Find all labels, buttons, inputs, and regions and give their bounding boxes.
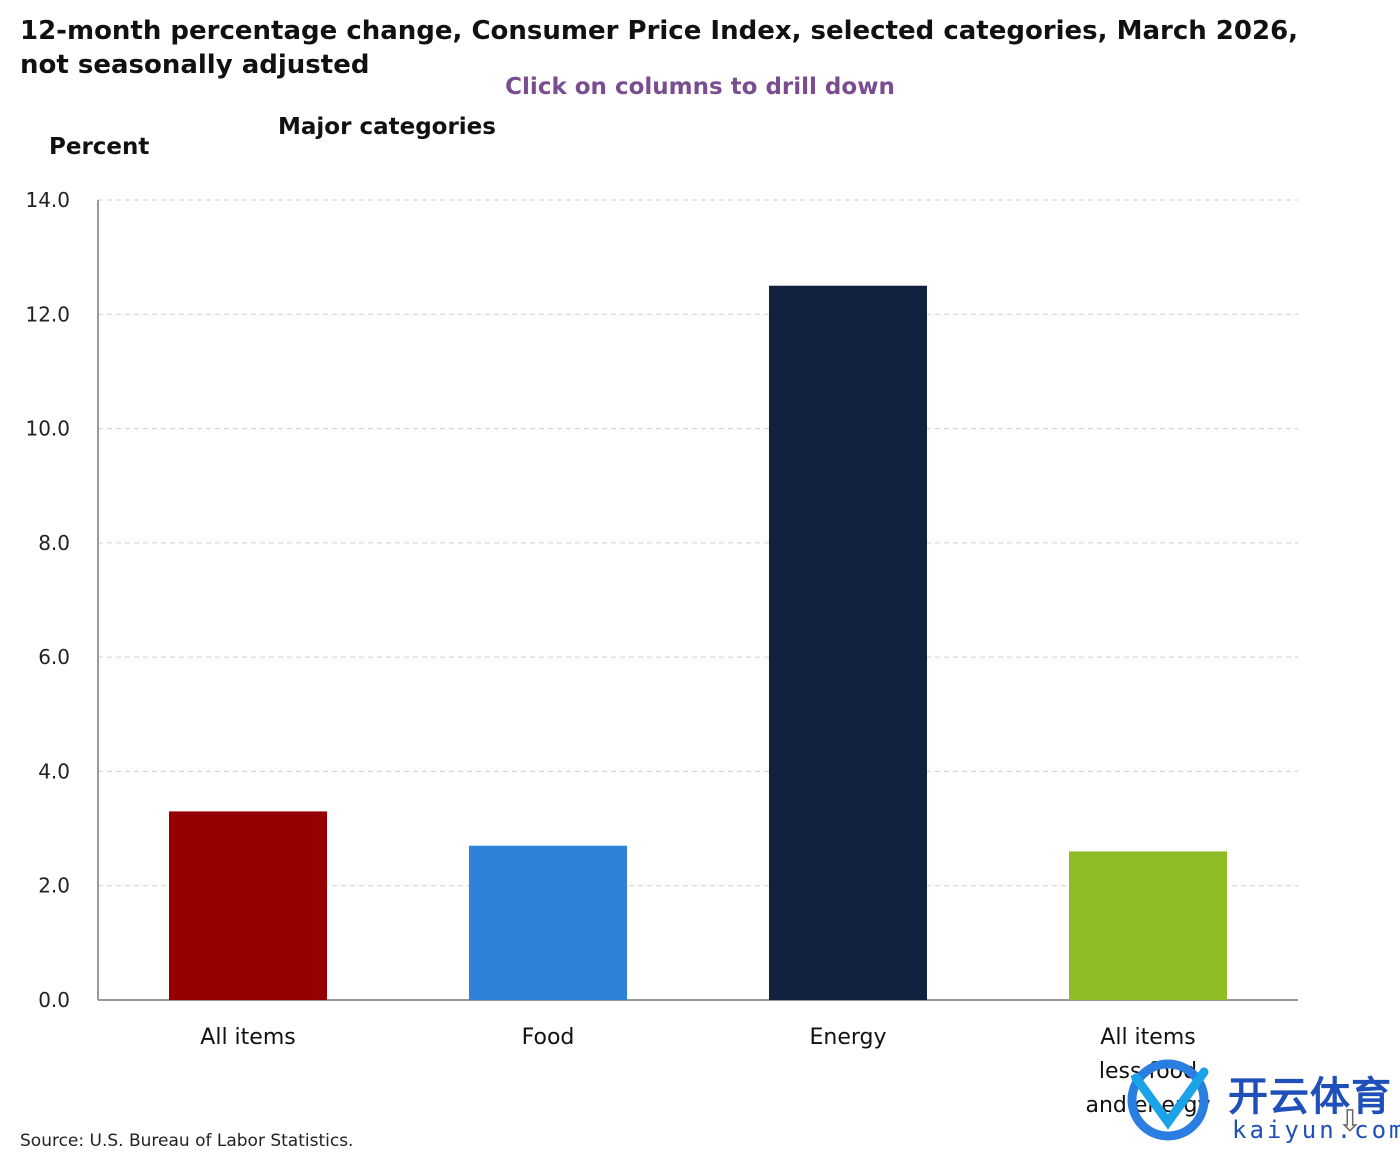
watermark-url-text: kaiyun.com — [1232, 1116, 1400, 1144]
bar-chart: 0.0 2.0 4.0 6.0 8.0 10.0 12.0 14.0 All items Food… — [25, 188, 1298, 1118]
chart-subtitle: Major categories — [278, 114, 496, 140]
y-tick-label: 2.0 — [38, 874, 70, 898]
x-tick-label: All items — [200, 1025, 295, 1050]
download-icon[interactable]: ⇩ — [1337, 1105, 1363, 1138]
y-tick-label: 8.0 — [38, 531, 70, 555]
y-tick-label: 0.0 — [38, 988, 70, 1012]
bar-3[interactable] — [1069, 851, 1227, 1000]
bar-1[interactable] — [469, 845, 627, 1000]
x-tick-label: Food — [522, 1025, 575, 1050]
y-tick-label: 4.0 — [38, 759, 70, 783]
y-tick-label: 12.0 — [25, 302, 70, 326]
y-tick-label: 10.0 — [25, 417, 70, 441]
bar-0[interactable] — [169, 811, 327, 1000]
y-tick-label: 14.0 — [25, 188, 70, 212]
x-tick-label: Energy — [809, 1025, 886, 1050]
watermark-chinese-text: 开云体育 — [1228, 1074, 1392, 1120]
watermark-logo-icon — [1127, 1059, 1209, 1141]
drill-down-hint[interactable]: Click on columns to drill down — [505, 74, 895, 100]
x-tick-label: All items — [1100, 1025, 1195, 1050]
bar-2[interactable] — [769, 285, 927, 1000]
chart-title: 12-month percentage change, Consumer Pri… — [20, 16, 1299, 80]
y-tick-label: 6.0 — [38, 645, 70, 669]
y-axis-label: Percent — [49, 134, 150, 160]
source-note: Source: U.S. Bureau of Labor Statistics. — [20, 1131, 354, 1151]
